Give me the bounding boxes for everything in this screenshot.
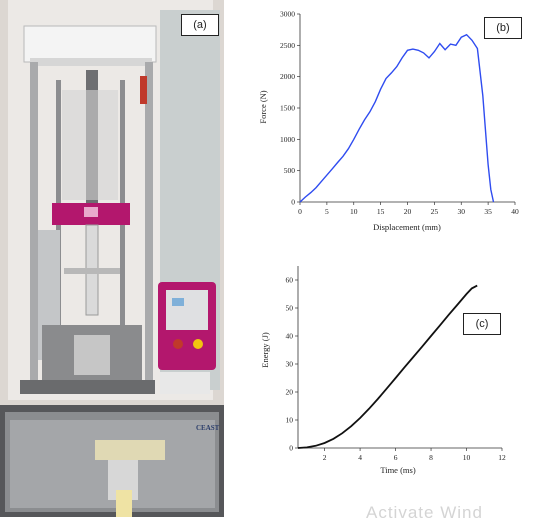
c-x-tick-label: 10 bbox=[463, 453, 471, 462]
b-x-tick-label: 10 bbox=[350, 207, 358, 216]
chart-b-ticks: 0 5 10 15 20 25 30 35 40 0 500 1000 1500 2000 2500 3000 bbox=[280, 10, 519, 217]
b-x-tick-label: 0 bbox=[298, 207, 302, 216]
c-x-tick-label: 12 bbox=[498, 453, 506, 462]
c-y-tick-label: 10 bbox=[286, 416, 294, 425]
b-x-tick-label: 5 bbox=[325, 207, 329, 216]
chart-c-series-line bbox=[297, 284, 478, 449]
c-x-tick-label: 6 bbox=[394, 453, 398, 462]
b-y-tick-label: 500 bbox=[284, 166, 296, 175]
chart-b-series-line bbox=[299, 33, 495, 203]
panel-label-b: (b) bbox=[484, 17, 522, 39]
chart-c-axes bbox=[297, 266, 502, 449]
b-x-tick-label: 30 bbox=[458, 207, 466, 216]
c-y-tick-label: 0 bbox=[289, 444, 293, 453]
chart-c-xlabel: Time (ms) bbox=[380, 465, 416, 475]
c-x-tick-label: 8 bbox=[429, 453, 433, 462]
b-x-tick-label: 25 bbox=[431, 207, 439, 216]
b-x-tick-label: 15 bbox=[377, 207, 385, 216]
chart-b-ylabel: Force (N) bbox=[258, 90, 268, 123]
c-x-tick-label: 2 bbox=[323, 453, 327, 462]
chart-c-ticks: 2 4 6 8 10 12 0 10 20 30 40 50 60 bbox=[286, 276, 507, 463]
panel-label-c: (c) bbox=[463, 313, 501, 335]
energy-time-chart: 2 4 6 8 10 12 0 10 20 30 40 50 60 Time (ms) Energy (… bbox=[260, 266, 507, 475]
b-x-tick-label: 20 bbox=[404, 207, 412, 216]
chart-b-axes bbox=[299, 14, 515, 203]
activate-windows-watermark: Activate Wind bbox=[366, 503, 483, 522]
b-y-tick-label: 2500 bbox=[280, 41, 295, 50]
chart-b-xlabel: Displacement (mm) bbox=[373, 222, 441, 232]
b-y-tick-label: 3000 bbox=[280, 10, 295, 19]
c-x-tick-label: 4 bbox=[358, 453, 362, 462]
b-y-tick-label: 2000 bbox=[280, 72, 295, 81]
b-y-tick-label: 1000 bbox=[280, 135, 295, 144]
b-y-tick-label: 0 bbox=[291, 198, 295, 207]
b-y-tick-label: 1500 bbox=[280, 104, 295, 113]
test-machine-photo: CEAST bbox=[0, 0, 224, 517]
chart-c-ylabel: Energy (J) bbox=[260, 332, 270, 368]
b-x-tick-label: 35 bbox=[484, 207, 492, 216]
c-y-tick-label: 60 bbox=[286, 276, 294, 285]
c-y-tick-label: 30 bbox=[286, 360, 294, 369]
c-y-tick-label: 20 bbox=[286, 388, 294, 397]
panel-label-a: (a) bbox=[181, 14, 219, 36]
c-y-tick-label: 50 bbox=[286, 304, 294, 313]
brand-label: CEAST bbox=[196, 424, 220, 432]
c-y-tick-label: 40 bbox=[286, 332, 294, 341]
force-displacement-chart: 0 5 10 15 20 25 30 35 40 0 500 1000 1500 2000 2500 3000… bbox=[258, 10, 519, 233]
b-x-tick-label: 40 bbox=[511, 207, 519, 216]
